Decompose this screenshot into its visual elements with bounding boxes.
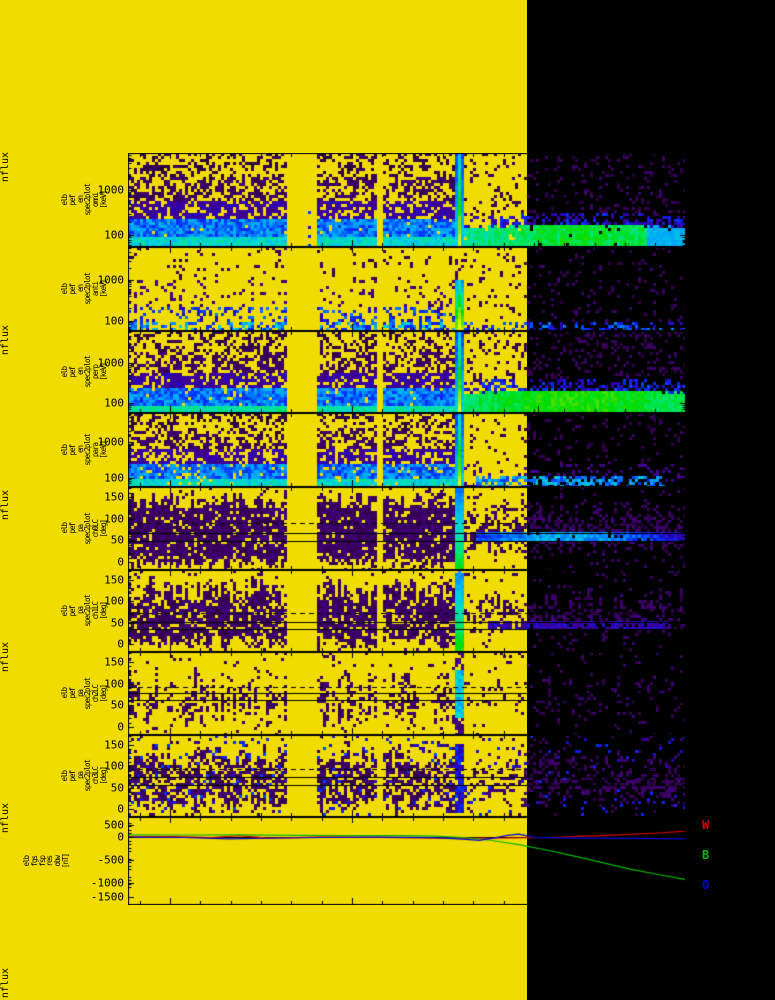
colorbar-label: 10000 (716, 738, 750, 752)
colorbar-label: 102 (716, 467, 735, 482)
spectrogram-omni (128, 153, 686, 247)
colorbar-label: 106 (716, 503, 735, 519)
colorbar-label: 105 (716, 350, 735, 366)
ch2LC-ytick: 50 (110, 698, 124, 712)
spectrogram-anti (128, 247, 686, 331)
spectrogram-ch2LC (128, 652, 686, 735)
nflux-unit-rotated: nflux (0, 967, 11, 999)
colorbar-label: 104 (716, 442, 735, 458)
anti-ytick: 100 (104, 314, 124, 327)
colorbar-label: 106 (716, 337, 735, 353)
colorbar-label: 10 (716, 800, 730, 814)
ch2LC-ytick: 0 (117, 720, 124, 734)
fgm-axis-label-word-5: [nT] (61, 853, 71, 869)
colorbar-label: 103 (716, 632, 735, 648)
ch1LC-ytick: 50 (110, 616, 124, 630)
colorbar-label: 103 (716, 378, 735, 394)
colorbar-label: 105 (716, 176, 735, 192)
colorbar-label: 104 (716, 550, 735, 566)
colorbar-label: 107 (716, 483, 735, 499)
colorbar-label: 102 (716, 718, 735, 734)
spectrogram-ch1LC (128, 570, 686, 652)
ch1LC-ytick: 100 (104, 594, 124, 608)
colorbar-label: 101 (716, 475, 735, 491)
ch3LC-ytick: 150 (104, 738, 124, 752)
anti-ytick: 1000 (97, 273, 125, 287)
colorbar-label: 104 (716, 681, 735, 697)
colorbar-label: 102 (716, 391, 735, 407)
colorbar-label: 101 (716, 235, 735, 251)
colorbar-label: 102 (716, 223, 735, 239)
ch2LC-ytick: 150 (104, 655, 124, 669)
colorbar-label: 105 (716, 430, 735, 445)
fgm-ytick: -500 (97, 853, 125, 867)
colorbar-label: 104 (716, 192, 735, 208)
fgm-line-panel (128, 817, 686, 905)
colorbar-label: 103 (716, 208, 735, 224)
fgm-legend-B: B (702, 848, 710, 862)
ch3LC-ytick: 0 (117, 802, 124, 816)
fgm-ytick: -1000 (90, 876, 124, 890)
fgm-legend-W: W (702, 818, 710, 832)
spectrogram-ch3LC (128, 735, 686, 817)
colorbar-label: 105 (716, 527, 735, 542)
fgm-ytick: 500 (104, 818, 124, 832)
colorbar-label: 104 (716, 364, 735, 380)
colorbar-label: 105 (716, 586, 735, 601)
fgm-ytick: 0 (117, 830, 124, 844)
fgm-ytick: -1500 (90, 890, 124, 904)
ch3LC-ytick: 100 (104, 759, 124, 773)
ch1LC-ytick: 150 (104, 573, 124, 587)
ch0LC-ytick: 150 (104, 490, 124, 504)
colorbar-label: 103 (716, 455, 735, 470)
colorbar-label: 106 (716, 566, 735, 582)
omni-ytick: 1000 (97, 183, 125, 197)
colorbar-label: 105 (716, 663, 735, 678)
ch2LC-ytick: 100 (104, 677, 124, 691)
ch0LC-ytick: 0 (117, 555, 124, 569)
spectrogram-ch0LC (128, 487, 686, 570)
colorbar-label: 106 (716, 161, 735, 177)
colorbar-label: 104 (716, 609, 735, 625)
colorbar-label: 101 (716, 401, 735, 417)
colorbar-label: 105 (716, 267, 735, 283)
omni-ytick: 100 (104, 228, 124, 242)
colorbar-label: 104 (716, 281, 735, 297)
spectrogram-para (128, 413, 686, 487)
ch1LC-ytick: 0 (117, 637, 124, 651)
colorbar-label: 103 (716, 295, 735, 311)
nflux-unit-rotated: nflux (0, 803, 11, 834)
nflux-unit-rotated: nflux (0, 641, 11, 673)
colorbar-label: 102 (716, 309, 735, 325)
nflux-unit-rotated: nflux (0, 324, 11, 356)
colorbar-label: 106 (716, 253, 735, 269)
para-ytick: 1000 (97, 435, 125, 449)
ch0LC-ytick: 100 (104, 512, 124, 526)
para-ytick: 100 (104, 471, 124, 485)
colorbar-label: 100 (716, 779, 736, 793)
perp-ytick: 1000 (97, 356, 125, 370)
ch3LC-ytick: 50 (110, 781, 124, 795)
colorbar-label: 107 (716, 149, 735, 165)
ch0LC-ytick: 50 (110, 533, 124, 547)
perp-ytick: 100 (104, 396, 124, 410)
fgm-legend-O: O (702, 878, 710, 892)
colorbar-label: 107 (716, 409, 735, 425)
fgm-axis-label: elb fgs fsp res obw [nT] (14, 817, 70, 905)
colorbar-label: 106 (716, 648, 735, 664)
nflux-unit-rotated: nflux (0, 489, 11, 521)
colorbar-label: 107 (716, 327, 735, 343)
colorbar-label: 106 (716, 418, 735, 433)
colorbar-label: 101 (716, 319, 735, 335)
colorbar-label: 103 (716, 700, 735, 715)
colorbar-label: 1000 (716, 759, 743, 773)
spectrogram-perp (128, 331, 686, 413)
nflux-unit-rotated: nflux (0, 151, 11, 183)
colorbar-label: 107 (716, 243, 735, 259)
